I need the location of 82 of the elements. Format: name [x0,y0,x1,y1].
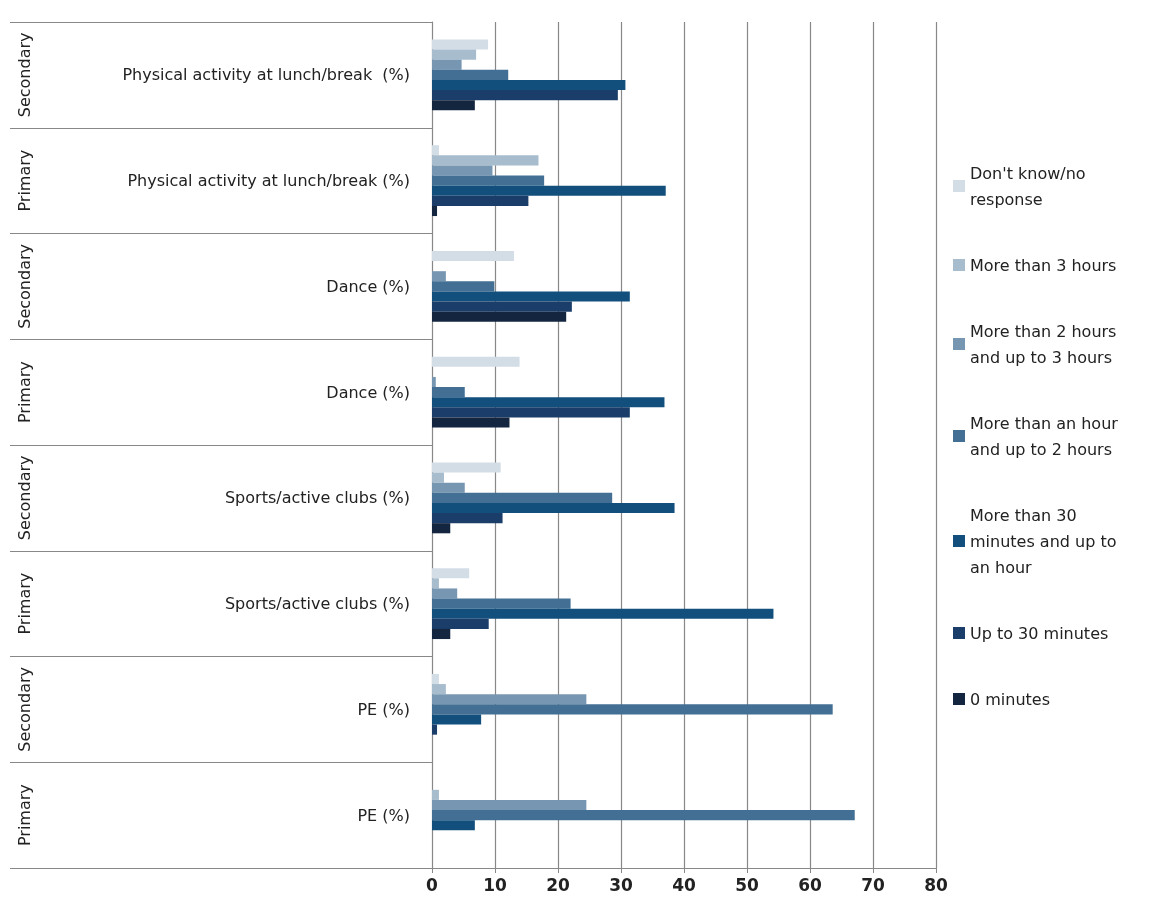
legend-label: Up to 30 minutes [970,623,1109,643]
bar [432,523,451,534]
legend-label: 0 minutes [970,689,1051,709]
bar [432,291,630,302]
text: Primary [14,784,34,847]
bar [432,810,855,821]
text: Secondary [14,244,34,329]
x-tick-label: 20 [546,874,570,895]
y-tick-label: PE (%) [357,805,410,825]
text: Secondary [14,667,34,752]
bar [432,165,493,176]
legend-label: More than 3 hours [970,255,1117,275]
bar [432,789,439,800]
bar [432,90,618,101]
bar [432,714,482,725]
legend-label: More than an hour and up to 2 hours [970,413,1123,459]
bar [432,618,489,629]
y-tick-label: Sports/active clubs (%) [224,488,410,508]
x-tick-label: 0 [426,874,439,895]
bar [432,588,458,599]
bar [432,694,587,705]
bar [432,673,439,685]
bar [432,482,465,493]
bar [432,311,567,322]
bar [432,39,489,50]
y-tick-label: Physical activity at lunch/break (%) [122,65,410,85]
x-tick-label: 40 [672,874,696,895]
bar [432,145,439,156]
bar [432,724,438,735]
bar [432,397,665,408]
bar [432,492,613,503]
x-tick-label: 50 [735,874,759,895]
bar [432,799,587,811]
bar [432,513,503,524]
y-tick-label: Dance (%) [326,276,410,296]
y-tick-label: Sports/active clubs (%) [224,594,410,614]
text: Secondary [14,455,34,541]
bar [432,281,495,292]
bar [432,820,475,831]
y-tick-label: Dance (%) [326,382,410,402]
legend-label: More than 30 minutes and up to an hour [970,505,1122,577]
legend-label: More than 2 hours and up to 3 hours [970,321,1122,367]
bar [432,387,465,398]
bar [432,462,501,473]
bar [432,195,529,206]
bar [432,79,626,91]
x-tick-label: 10 [483,874,507,895]
bar [432,301,572,312]
bar [432,568,470,579]
x-tick-label: 30 [609,874,633,895]
bar [432,155,539,166]
bar [432,356,520,367]
bar [432,472,444,483]
bar [432,376,436,388]
bar [432,175,545,186]
bar [432,250,514,262]
text: Secondary [14,32,34,118]
bar [432,578,439,589]
bar [432,407,630,418]
bar [432,417,510,428]
bar [432,271,446,282]
x-tick-label: 80 [924,874,948,895]
bar [432,185,666,196]
y-tick-label: PE (%) [357,699,410,719]
bar [432,598,571,609]
text: Primary [14,149,34,212]
bar [432,59,462,70]
bar [432,100,475,111]
x-tick-label: 70 [861,874,885,895]
bar [432,608,774,619]
bar [432,684,446,695]
text: Primary [14,572,34,635]
text: Primary [14,361,34,424]
bar [432,502,675,514]
bar [432,704,833,715]
bar [432,205,438,217]
x-tick-label: 60 [798,874,822,895]
bar [432,69,509,80]
y-tick-label: Physical activity at lunch/break (%) [127,171,410,191]
legend-label: Don't know/no response [970,163,1091,209]
bar [432,628,451,640]
bar [432,49,477,60]
